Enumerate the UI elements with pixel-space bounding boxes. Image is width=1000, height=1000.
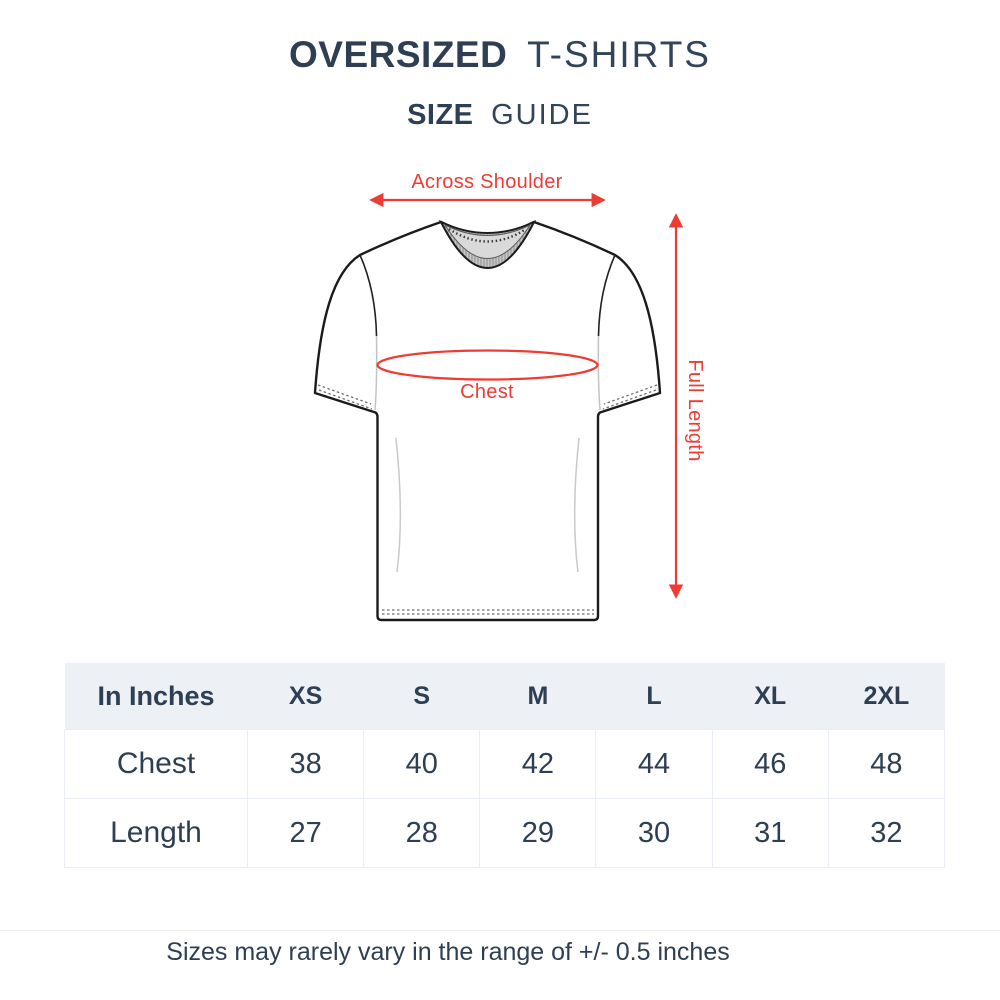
row-label-chest: Chest bbox=[64, 729, 248, 799]
chest-value-m: 42 bbox=[479, 729, 597, 799]
length-value-s: 28 bbox=[363, 798, 481, 868]
length-value-xl: 31 bbox=[711, 798, 829, 868]
table-row-chest: Chest 38 40 42 44 46 48 bbox=[64, 729, 946, 799]
right-body-fold bbox=[573, 437, 580, 573]
size-header-l: L bbox=[595, 663, 713, 730]
size-header-s: S bbox=[363, 663, 480, 730]
length-value-2xl: 32 bbox=[827, 798, 946, 868]
size-header-xl: XL bbox=[712, 663, 829, 730]
right-armhole-seam bbox=[597, 254, 616, 337]
size-header-xs: XS bbox=[247, 663, 364, 730]
right-fold-line bbox=[597, 335, 601, 411]
table-row-length: Length 27 28 29 30 31 32 bbox=[64, 798, 946, 868]
left-body-fold bbox=[395, 437, 402, 573]
chest-label: Chest bbox=[460, 381, 514, 403]
chest-value-xl: 46 bbox=[711, 729, 829, 799]
left-armhole-seam bbox=[359, 254, 378, 337]
left-fold-line bbox=[374, 335, 378, 411]
title-word-oversized: OVERSIZED bbox=[288, 34, 508, 75]
length-value-l: 30 bbox=[595, 798, 713, 868]
subtitle-word-size: SIZE bbox=[407, 99, 474, 131]
size-header-m: M bbox=[479, 663, 596, 730]
chest-value-xs: 38 bbox=[246, 729, 365, 799]
chest-value-l: 44 bbox=[595, 729, 713, 799]
subtitle-word-guide: GUIDE bbox=[491, 99, 593, 131]
tshirt-diagram bbox=[313, 192, 684, 622]
full-length-label: Full Length bbox=[684, 359, 706, 462]
page-title: OVERSIZED T-SHIRTS bbox=[0, 34, 1000, 76]
page-subtitle: SIZE GUIDE bbox=[0, 99, 1000, 132]
chest-value-2xl: 48 bbox=[827, 729, 946, 799]
size-table: In Inches XS S M L XL 2XL Chest 38 40 42… bbox=[64, 663, 946, 868]
bottom-hem-stitch bbox=[382, 609, 594, 615]
right-sleeve-stitch bbox=[602, 384, 658, 410]
unit-header-cell: In Inches bbox=[64, 663, 248, 730]
left-sleeve-stitch bbox=[317, 384, 373, 410]
footer: Sizes may rarely vary in the range of +/… bbox=[0, 930, 1000, 967]
title-word-tshirts: T-SHIRTS bbox=[527, 34, 711, 75]
size-table-header-row: In Inches XS S M L XL 2XL bbox=[64, 663, 945, 730]
size-header-2xl: 2XL bbox=[828, 663, 945, 730]
chest-value-s: 40 bbox=[363, 729, 481, 799]
collar-stitch bbox=[448, 227, 527, 243]
across-shoulder-label: Across Shoulder bbox=[411, 171, 563, 193]
chest-ellipse bbox=[376, 349, 599, 381]
size-variation-note: Sizes may rarely vary in the range of +/… bbox=[166, 938, 730, 966]
tshirt-outline bbox=[313, 220, 662, 622]
length-value-m: 29 bbox=[479, 798, 597, 868]
length-value-xs: 27 bbox=[246, 798, 365, 868]
row-label-length: Length bbox=[64, 798, 248, 868]
